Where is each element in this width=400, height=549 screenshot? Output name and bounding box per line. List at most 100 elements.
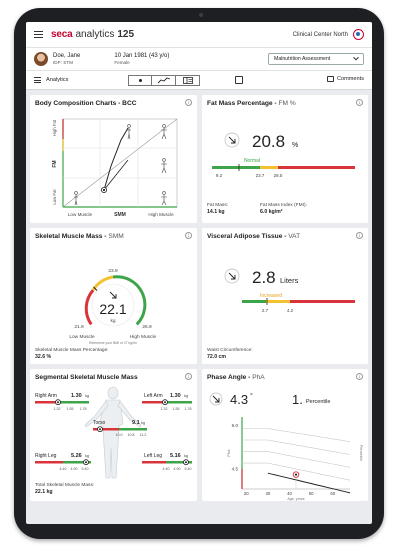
pha-percentile: 1. — [292, 392, 303, 407]
smm-left-tick: 21.9 — [74, 324, 84, 330]
assessment-select[interactable]: Malnutrition Assessment — [268, 53, 364, 65]
seg-footer-value: 22.1 kg — [35, 489, 53, 495]
bcc-chart: High Fat FM Low Fat Low Muscle SMM High … — [52, 118, 178, 218]
bcc-x-low: Low Muscle — [68, 212, 93, 217]
comment-icon — [326, 76, 334, 82]
table-icon — [182, 77, 193, 84]
pha-reference-curve — [267, 472, 351, 494]
fm-tick: 28.5 — [274, 173, 283, 178]
fm-gauge: 20.8 % Normal 9.2 23.7 28.5 — [212, 132, 355, 178]
bcc-y-label: FM — [52, 160, 58, 167]
fm-unit: % — [292, 142, 298, 149]
smm-ref-note: Reference your BMI of 27 kg/m² — [89, 341, 138, 345]
fm-tick: 23.7 — [256, 173, 265, 178]
fm-fatmass-value: 14.1 kg — [207, 209, 225, 215]
seg-tick: 1.55 — [173, 407, 180, 411]
seg-right-leg-unit: kg — [85, 454, 89, 458]
app-screen: seca analytics 125 Clinical Center North… — [26, 22, 372, 524]
vat-gauge: 2.8 Liters Increased 2.7 4.2 — [224, 268, 355, 313]
smm-value: 22.1 — [99, 301, 126, 317]
arrow-down-right-icon — [212, 395, 220, 403]
seg-torso-value: 9.1 — [132, 420, 140, 426]
arrow-down-right-icon — [109, 291, 117, 299]
smm-top-tick: 23.9 — [108, 268, 118, 274]
seg-right-arm: Right Arm 1.30 kg 1.32 1.55 1.78 — [35, 393, 89, 411]
bcc-card[interactable]: Body Composition Charts - BCC i — [30, 95, 197, 223]
info-icon[interactable]: i — [185, 99, 192, 106]
vat-title-text: Visceral Adipose Tissue — [207, 233, 283, 240]
smm-card[interactable]: Skeletal Muscle Mass - SMM i 22.1 kg 23.… — [30, 228, 197, 364]
seg-tick: 10.0 — [116, 433, 123, 437]
pha-percentile-label: Percentile — [306, 399, 330, 405]
pha-x-label: Age, years — [287, 497, 304, 501]
seg-left-arm-value: 1.30 — [170, 393, 181, 399]
swap-icon[interactable] — [235, 76, 243, 84]
pha-value: 4.3 — [230, 392, 248, 407]
pha-card[interactable]: Phase Angle - PhA i 4.3 ° 1. Percentile … — [202, 369, 368, 501]
info-icon[interactable]: i — [356, 232, 363, 239]
pha-title-text: Phase Angle — [207, 374, 247, 381]
arrow-down-right-icon — [228, 136, 236, 144]
patient-dob: 10 Jan 1981 (43 y/o) — [114, 52, 170, 59]
bcc-y-low: Low Fat — [52, 189, 57, 205]
bcc-x-label: SMM — [114, 212, 126, 218]
avatar[interactable] — [34, 52, 48, 66]
clinic-name: Clinical Center North — [292, 31, 348, 38]
smm-title: Skeletal Muscle Mass - SMM — [35, 233, 124, 240]
pha-chart: 4.3 ° 1. Percentile 6.0 4.5 PhA 20 30 40 50 60 A… — [209, 392, 363, 501]
fm-fmi-value: 6.0 kg/m² — [260, 209, 283, 215]
smm-abbr: SMM — [108, 233, 124, 240]
vat-tick: 4.2 — [287, 308, 294, 313]
view-trend-button[interactable] — [152, 75, 176, 86]
seg-tick: 5.40 — [185, 467, 192, 471]
pha-title: Phase Angle - PhA — [207, 374, 265, 381]
fm-card[interactable]: Fat Mass Percentage - FM % i 20.8 % Norm… — [202, 95, 368, 223]
pha-abbr: PhA — [252, 374, 265, 381]
pha-x-tick: 60 — [330, 491, 335, 496]
assessment-select-value: Malnutrition Assessment — [274, 56, 331, 62]
seg-footer-label: Total Skeletal Muscle Mass: — [35, 483, 95, 488]
seg-right-leg-value: 5.26 — [71, 453, 82, 459]
seg-torso: Torso 9.1 kg 10.0 10.8 11.2 — [93, 420, 147, 437]
info-icon[interactable]: i — [356, 99, 363, 106]
list-icon[interactable] — [34, 77, 41, 83]
smm-right-tick: 26.9 — [142, 324, 152, 330]
pha-percentile-curve — [242, 462, 351, 481]
app-version: 125 — [117, 29, 135, 40]
arrow-down-right-icon — [228, 272, 236, 280]
view-table-button[interactable] — [176, 75, 200, 86]
app-name: analytics — [75, 29, 115, 40]
vat-abbr: VAT — [288, 233, 301, 240]
info-icon[interactable]: i — [185, 232, 192, 239]
seg-tick: 4.40 — [163, 467, 170, 471]
seg-left-arm-label: Left Arm — [144, 393, 163, 399]
info-icon[interactable]: i — [356, 373, 363, 380]
seg-left-leg: Left Leg 5.16 kg 4.40 4.90 5.40 — [142, 453, 192, 471]
pha-y-label: PhA — [226, 449, 231, 457]
view-dot-button[interactable] — [128, 75, 152, 86]
vat-card[interactable]: Visceral Adipose Tissue - VAT i 2.8 Lite… — [202, 228, 368, 364]
comments-button[interactable]: Comments — [326, 76, 364, 82]
seg-right-leg: Right Leg 5.26 kg 4.40 4.90 5.40 — [35, 453, 91, 471]
seg-right-leg-label: Right Leg — [35, 453, 57, 459]
vat-footer-value: 72.0 cm — [207, 354, 227, 360]
fm-status: Normal — [244, 158, 260, 164]
info-icon[interactable]: i — [185, 373, 192, 380]
fm-fatmass-label: Fat Mass: — [207, 203, 229, 208]
seg-tick: 1.78 — [185, 407, 192, 411]
clinic-logo-icon[interactable] — [353, 29, 364, 40]
smm-title-text: Skeletal Muscle Mass — [35, 233, 103, 240]
camera — [199, 13, 203, 17]
patient-sex: Female — [114, 59, 130, 65]
bcc-x-high: High Muscle — [148, 212, 174, 217]
vat-title: Visceral Adipose Tissue - VAT — [207, 233, 301, 240]
menu-icon[interactable] — [34, 30, 43, 39]
seg-card[interactable]: Segmental Skeletal Muscle Mass i Right A… — [30, 369, 197, 501]
patient-bar: Doe, Jane IDP: STM 10 Jan 1981 (43 y/o) … — [26, 48, 372, 71]
seg-right-arm-label: Right Arm — [35, 393, 57, 399]
pha-x-tick: 20 — [244, 491, 249, 496]
patient-name: Doe, Jane — [53, 52, 81, 59]
seg-left-arm: Left Arm 1.30 kg 1.32 1.55 1.78 — [142, 393, 192, 411]
smm-footer-label: Skeletal Muscle Mass Percentage: — [35, 348, 109, 353]
seg-tick: 4.90 — [174, 467, 181, 471]
